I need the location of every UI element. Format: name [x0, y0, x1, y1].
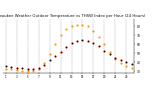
Point — [5, 65, 7, 67]
Point — [81, 24, 84, 25]
Point — [81, 39, 84, 41]
Point — [65, 28, 67, 30]
Point — [92, 43, 95, 44]
Point — [87, 40, 89, 41]
Point — [59, 51, 62, 52]
Point — [16, 67, 18, 68]
Point — [92, 30, 95, 31]
Point — [54, 44, 56, 45]
Point — [65, 46, 67, 48]
Point — [76, 40, 78, 41]
Point — [108, 54, 111, 55]
Point — [114, 57, 116, 58]
Point — [87, 26, 89, 27]
Point — [54, 55, 56, 57]
Point — [10, 66, 13, 68]
Point — [37, 69, 40, 70]
Point — [5, 68, 7, 69]
Point — [10, 69, 13, 70]
Point — [48, 60, 51, 61]
Point — [59, 35, 62, 36]
Point — [32, 68, 35, 69]
Point — [16, 67, 18, 68]
Point — [27, 71, 29, 72]
Point — [103, 50, 106, 51]
Point — [114, 57, 116, 58]
Point — [48, 60, 51, 61]
Point — [37, 67, 40, 68]
Point — [103, 44, 106, 45]
Point — [21, 67, 24, 68]
Point — [81, 39, 84, 41]
Point — [21, 67, 24, 68]
Point — [98, 36, 100, 38]
Point — [76, 40, 78, 41]
Point — [70, 43, 73, 44]
Point — [130, 67, 133, 68]
Point — [125, 62, 128, 63]
Point — [125, 62, 128, 63]
Point — [21, 71, 24, 72]
Point — [32, 71, 35, 72]
Point — [65, 46, 67, 48]
Point — [10, 66, 13, 68]
Point — [43, 64, 45, 66]
Point — [114, 58, 116, 59]
Point — [48, 54, 51, 55]
Point — [120, 62, 122, 64]
Point — [120, 60, 122, 61]
Point — [27, 68, 29, 69]
Point — [98, 45, 100, 47]
Point — [120, 60, 122, 61]
Point — [32, 68, 35, 69]
Point — [108, 54, 111, 55]
Title: Milwaukee Weather Outdoor Temperature vs THSW Index per Hour (24 Hours): Milwaukee Weather Outdoor Temperature vs… — [0, 14, 145, 18]
Point — [37, 67, 40, 68]
Point — [103, 50, 106, 51]
Point — [125, 65, 128, 67]
Point — [27, 68, 29, 69]
Point — [87, 40, 89, 41]
Point — [59, 51, 62, 52]
Point — [70, 26, 73, 27]
Point — [92, 43, 95, 44]
Point — [98, 45, 100, 47]
Point — [70, 43, 73, 44]
Point — [108, 52, 111, 53]
Point — [5, 65, 7, 67]
Point — [54, 55, 56, 57]
Point — [16, 70, 18, 71]
Point — [76, 24, 78, 25]
Point — [130, 63, 133, 65]
Point — [43, 64, 45, 66]
Point — [130, 63, 133, 65]
Point — [43, 62, 45, 64]
